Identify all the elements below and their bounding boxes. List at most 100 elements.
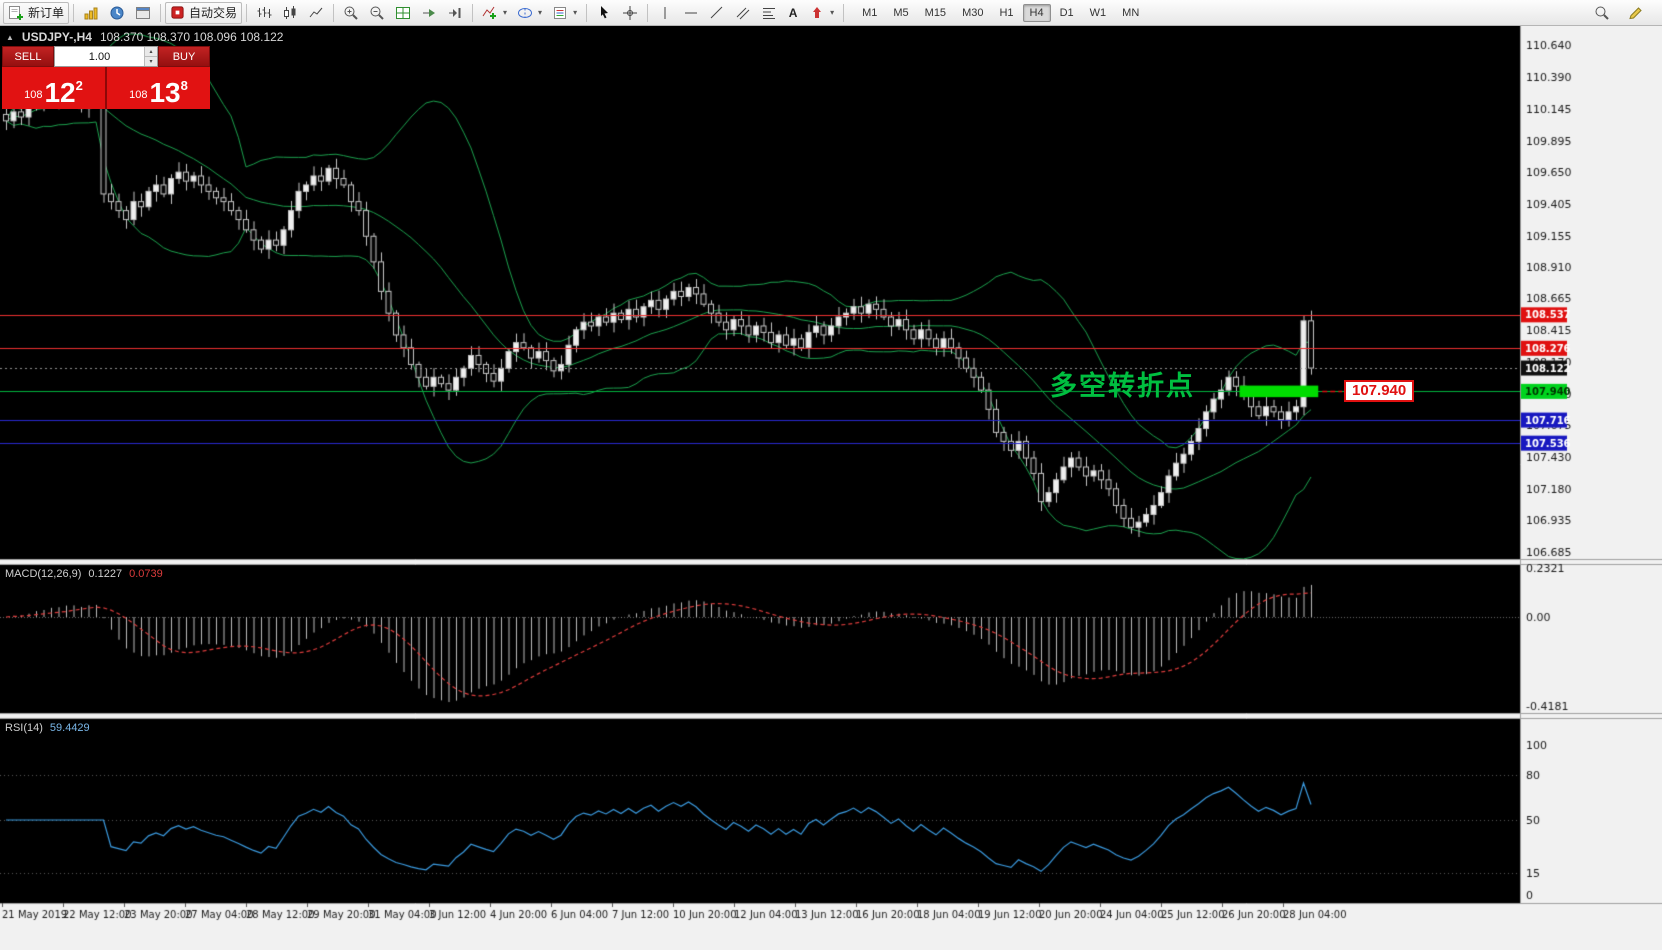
candlestick-chart-button[interactable] xyxy=(277,2,303,24)
indicators-button[interactable]: ▾ xyxy=(477,2,512,24)
timeframe-mn-button[interactable]: MN xyxy=(1122,6,1140,19)
fibonacci-icon xyxy=(763,7,776,19)
horizontal-line-tool-button[interactable] xyxy=(678,2,704,24)
timeframe-d1-button[interactable]: D1 xyxy=(1059,6,1074,19)
one-click-trading-panel: SELL 1.00 ▴ ▾ BUY 108 12 2 108 xyxy=(2,46,210,109)
volume-control[interactable]: 1.00 ▴ ▾ xyxy=(54,46,158,67)
periods-icon xyxy=(518,7,533,18)
templates-dropdown-caret-icon[interactable]: ▾ xyxy=(573,8,578,17)
indicators-dropdown-caret-icon[interactable]: ▾ xyxy=(503,8,508,17)
templates-button[interactable]: ▾ xyxy=(547,2,582,24)
chart-shift-icon xyxy=(449,7,461,18)
line-chart-button[interactable] xyxy=(303,2,329,24)
bar-chart-button[interactable] xyxy=(251,2,277,24)
channel-tool-button[interactable] xyxy=(730,2,756,24)
new-order-button[interactable]: 新订单 xyxy=(3,1,70,24)
text-tool-icon: A xyxy=(788,5,798,20)
line-chart-icon xyxy=(309,7,323,17)
crosshair-tool-button[interactable] xyxy=(617,2,643,24)
terminal-icon xyxy=(136,6,151,19)
new-order-label: 新订单 xyxy=(28,6,65,20)
volume-decrease-button[interactable]: ▾ xyxy=(145,57,157,66)
macd-value-signal: 0.0739 xyxy=(129,568,163,580)
text-tool-button[interactable]: A xyxy=(782,2,804,24)
zoom-out-icon xyxy=(370,6,384,20)
zoom-in-button[interactable] xyxy=(338,2,364,24)
buy-button[interactable]: BUY xyxy=(158,46,210,67)
rsi-value: 59.4429 xyxy=(49,722,90,734)
toolbar-separator xyxy=(472,3,474,22)
chart-shift-button[interactable] xyxy=(442,2,468,24)
bid-main: 12 xyxy=(44,77,76,109)
toolbar-separator xyxy=(843,3,845,22)
horizontal-line-icon xyxy=(685,12,698,13)
toolbar-separator xyxy=(586,3,588,22)
chart-ohlc-values: 108.370 108.370 108.096 108.122 xyxy=(99,30,284,44)
rsi-label: RSI(14) 59.4429 xyxy=(5,722,90,734)
crosshair-icon xyxy=(623,5,638,20)
bid-price[interactable]: 108 12 2 xyxy=(2,67,107,109)
macd-label: MACD(12,26,9) 0.1227 0.0739 xyxy=(5,568,163,580)
timeframe-m15-button[interactable]: M15 xyxy=(924,6,947,19)
toolbar-separator xyxy=(333,3,335,22)
chart-collapse-icon[interactable]: ▲ xyxy=(6,32,14,42)
one-click-prices-row: 108 12 2 108 13 8 xyxy=(2,67,210,109)
toolbar-separator xyxy=(246,3,248,22)
vertical-line-icon xyxy=(664,6,666,19)
edit-button[interactable] xyxy=(1623,2,1649,24)
ask-prefix: 108 xyxy=(129,89,148,102)
bid-prefix: 108 xyxy=(24,89,43,102)
trendline-tool-button[interactable] xyxy=(704,2,730,24)
timeframe-h4-button[interactable]: H4 xyxy=(1022,3,1051,22)
arrows-dropdown-caret-icon[interactable]: ▾ xyxy=(830,8,835,17)
search-button[interactable] xyxy=(1589,2,1615,24)
tile-windows-icon xyxy=(396,6,411,19)
volume-spinner: ▴ ▾ xyxy=(144,47,157,66)
toolbar-separator xyxy=(73,3,75,22)
chart-title-ohlc: ▲ USDJPY-,H4 108.370 108.370 108.096 108… xyxy=(6,30,283,44)
profiles-button[interactable] xyxy=(78,2,104,24)
chart-symbol-label: USDJPY-,H4 xyxy=(21,30,92,44)
level-flag[interactable]: 107.940 xyxy=(1344,380,1415,402)
timeframe-w1-button[interactable]: W1 xyxy=(1089,6,1107,19)
timeframe-h1-button[interactable]: H1 xyxy=(999,6,1014,19)
fibonacci-tool-button[interactable] xyxy=(756,2,782,24)
arrows-icon xyxy=(813,6,822,18)
ask-pip: 8 xyxy=(180,78,188,93)
zoom-in-icon xyxy=(344,6,358,20)
periods-button[interactable]: ▾ xyxy=(512,2,547,24)
timeframe-m1-button[interactable]: M1 xyxy=(862,6,878,19)
macd-value-main: 0.1227 xyxy=(88,568,123,580)
chart-region: ▲ USDJPY-,H4 108.370 108.370 108.096 108… xyxy=(0,26,1662,950)
market-watch-button[interactable] xyxy=(104,2,130,24)
cursor-tool-button[interactable] xyxy=(591,2,617,24)
volume-value[interactable]: 1.00 xyxy=(88,50,111,63)
autotrading-button[interactable]: 自动交易 xyxy=(165,1,243,24)
new-order-icon xyxy=(9,5,23,20)
toolbar: 新订单 自动交易 xyxy=(0,0,1662,26)
arrows-tool-button[interactable]: ▾ xyxy=(804,2,839,24)
timeframe-m5-button[interactable]: M5 xyxy=(893,6,909,19)
volume-increase-button[interactable]: ▴ xyxy=(145,47,157,57)
periods-dropdown-caret-icon[interactable]: ▾ xyxy=(538,8,543,17)
one-click-top-row: SELL 1.00 ▴ ▾ BUY xyxy=(2,46,210,67)
charts-profile-icon xyxy=(84,7,98,19)
auto-scroll-button[interactable] xyxy=(416,2,442,24)
chart-canvas[interactable] xyxy=(0,26,1662,950)
channel-icon xyxy=(736,7,750,19)
toolbar-right-icons xyxy=(1589,2,1649,24)
timeframe-m30-button[interactable]: M30 xyxy=(962,6,984,19)
autotrading-icon xyxy=(171,6,184,19)
bar-chart-icon xyxy=(257,6,272,18)
macd-name: MACD(12,26,9) xyxy=(5,568,82,580)
toolbar-separator xyxy=(647,3,649,22)
terminal-button[interactable] xyxy=(130,2,156,24)
zoom-out-button[interactable] xyxy=(364,2,390,24)
tile-windows-button[interactable] xyxy=(390,2,416,24)
sell-button[interactable]: SELL xyxy=(2,46,54,67)
vertical-line-tool-button[interactable] xyxy=(652,2,678,24)
ask-main: 13 xyxy=(149,77,181,109)
candlestick-icon xyxy=(284,5,296,19)
ask-price[interactable]: 108 13 8 xyxy=(107,67,210,109)
